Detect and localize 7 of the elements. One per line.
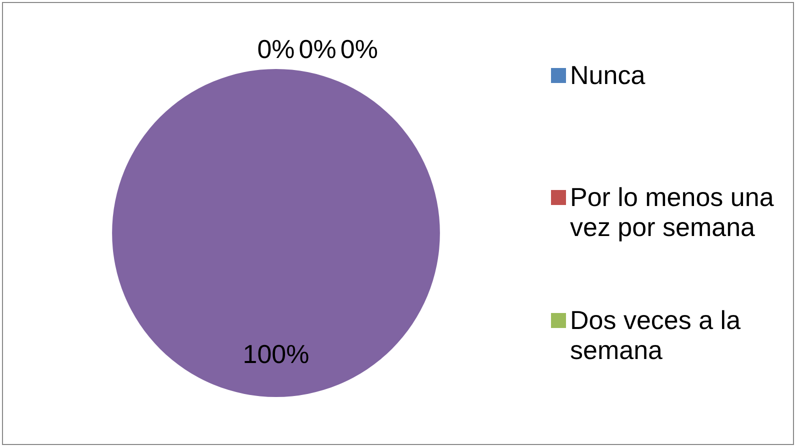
legend-label: Por lo menos una vez por semana bbox=[570, 182, 775, 242]
text: 0% bbox=[298, 34, 336, 64]
text: 0% bbox=[257, 34, 295, 64]
text: 0% bbox=[340, 34, 378, 64]
legend-label: Nunca bbox=[570, 60, 646, 90]
data-label: 100% bbox=[242, 339, 310, 370]
legend-label: Dos veces a la semana bbox=[570, 305, 742, 365]
